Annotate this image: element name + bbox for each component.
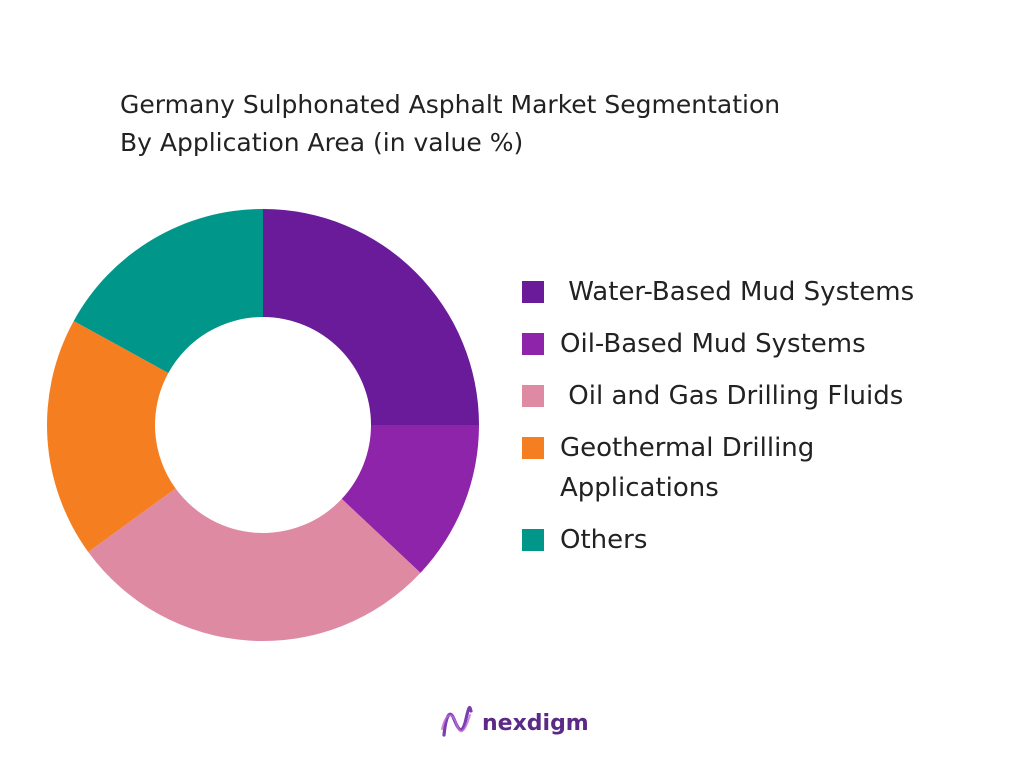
legend-label-others: Others xyxy=(560,525,648,555)
donut-slices xyxy=(46,209,479,642)
legend-item-oil-gas-fluids: Oil and Gas Drilling Fluids xyxy=(522,376,1002,416)
brand-logo: nexdigm xyxy=(440,703,589,743)
legend-label-water-based: Water-Based Mud Systems xyxy=(560,277,915,307)
chart-title-line-2: By Application Area (in value %) xyxy=(120,128,524,157)
legend-swatch-others xyxy=(522,529,544,551)
legend-label-geothermal: Geothermal Drilling Applications xyxy=(560,433,815,503)
donut-slice-geothermal xyxy=(46,320,176,552)
donut-slice-oil-based xyxy=(341,425,479,573)
legend-swatch-geothermal xyxy=(522,437,544,459)
brand-logo-text: nexdigm xyxy=(482,710,589,736)
legend-item-water-based: Water-Based Mud Systems xyxy=(522,272,1002,312)
legend-label-oil-gas-fluids: Oil and Gas Drilling Fluids xyxy=(560,381,904,411)
legend-swatch-oil-gas-fluids xyxy=(522,385,544,407)
legend-label-oil-based: Oil-Based Mud Systems xyxy=(560,329,866,359)
legend-item-geothermal: Geothermal Drilling Applications xyxy=(522,428,1002,508)
legend-item-others: Others xyxy=(522,520,1002,560)
chart-title-line-1: Germany Sulphonated Asphalt Market Segme… xyxy=(120,90,781,119)
legend-swatch-oil-based xyxy=(522,333,544,355)
legend: Water-Based Mud Systems Oil-Based Mud Sy… xyxy=(522,272,1002,560)
legend-swatch-water-based xyxy=(522,281,544,303)
donut-slice-others xyxy=(73,209,263,373)
legend-item-oil-based: Oil-Based Mud Systems xyxy=(522,324,1002,364)
chart-title: Germany Sulphonated Asphalt Market Segme… xyxy=(120,86,780,162)
brand-logo-icon xyxy=(441,705,473,737)
donut-slice-oil-gas-fluids xyxy=(88,488,421,642)
donut-slice-water-based xyxy=(263,209,479,425)
